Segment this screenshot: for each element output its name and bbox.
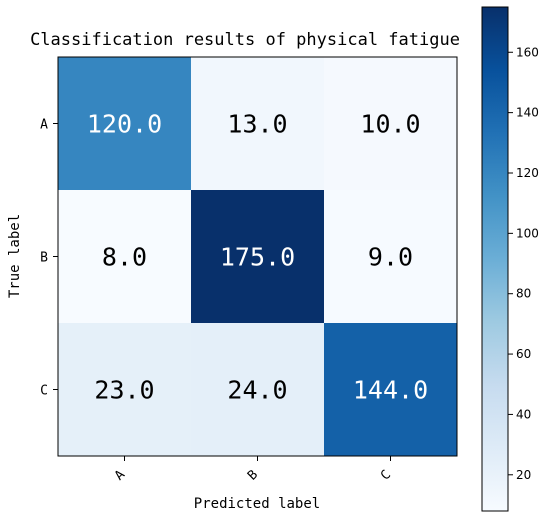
- x-tick-label: C: [378, 467, 394, 483]
- colorbar-tick-label: 40: [516, 407, 531, 421]
- heatmap-cell: [324, 190, 458, 324]
- cell-value-label: 120.0: [87, 110, 162, 139]
- cell-value-label: 8.0: [102, 243, 147, 272]
- cell-value-labels: 120.0 13.0 10.0 8.0 175.0 9.0 23.0 24.0 144.0: [87, 110, 428, 405]
- y-tick-label: B: [40, 251, 48, 266]
- colorbar: [481, 6, 509, 512]
- heatmap-cells: [58, 57, 458, 457]
- colorbar-tick-label: 80: [516, 287, 531, 301]
- heatmap-cell: [58, 57, 192, 191]
- heatmap-cell: [191, 57, 325, 191]
- cell-value-label: 13.0: [227, 110, 287, 139]
- y-axis-ticks: A B C: [40, 118, 58, 399]
- colorbar-tick-label: 60: [516, 347, 531, 361]
- cell-value-label: 144.0: [353, 376, 428, 405]
- heatmap-cell: [58, 190, 192, 324]
- x-tick-label: A: [112, 467, 128, 483]
- x-tick-label: B: [245, 467, 261, 483]
- cell-value-label: 24.0: [227, 376, 287, 405]
- x-axis-label: Predicted label: [194, 496, 320, 512]
- colorbar-tick-label: 160: [516, 45, 539, 59]
- heatmap-cell: [191, 190, 325, 324]
- heatmap-cell: [324, 57, 458, 191]
- cell-value-label: 9.0: [368, 243, 413, 272]
- cell-value-label: 175.0: [220, 243, 295, 272]
- colorbar-tick-label: 20: [516, 468, 531, 482]
- colorbar-ticks: 20 40 60 80 100 120 140 160: [508, 45, 539, 482]
- colorbar-tick-label: 120: [516, 166, 539, 180]
- colorbar-tick-label: 100: [516, 226, 539, 240]
- heatmap-cell: [191, 323, 325, 457]
- chart-title: Classification results of physical fatig…: [30, 30, 460, 50]
- colorbar-tick-label: 140: [516, 106, 539, 120]
- y-tick-label: A: [40, 118, 48, 133]
- cell-value-label: 10.0: [360, 110, 420, 139]
- y-tick-label: C: [40, 384, 48, 399]
- x-axis-ticks: A B C: [112, 456, 394, 484]
- heatmap-cell: [324, 323, 458, 457]
- heatmap-cell: [58, 323, 192, 457]
- y-axis-label: True label: [7, 214, 23, 298]
- cell-value-label: 23.0: [94, 376, 154, 405]
